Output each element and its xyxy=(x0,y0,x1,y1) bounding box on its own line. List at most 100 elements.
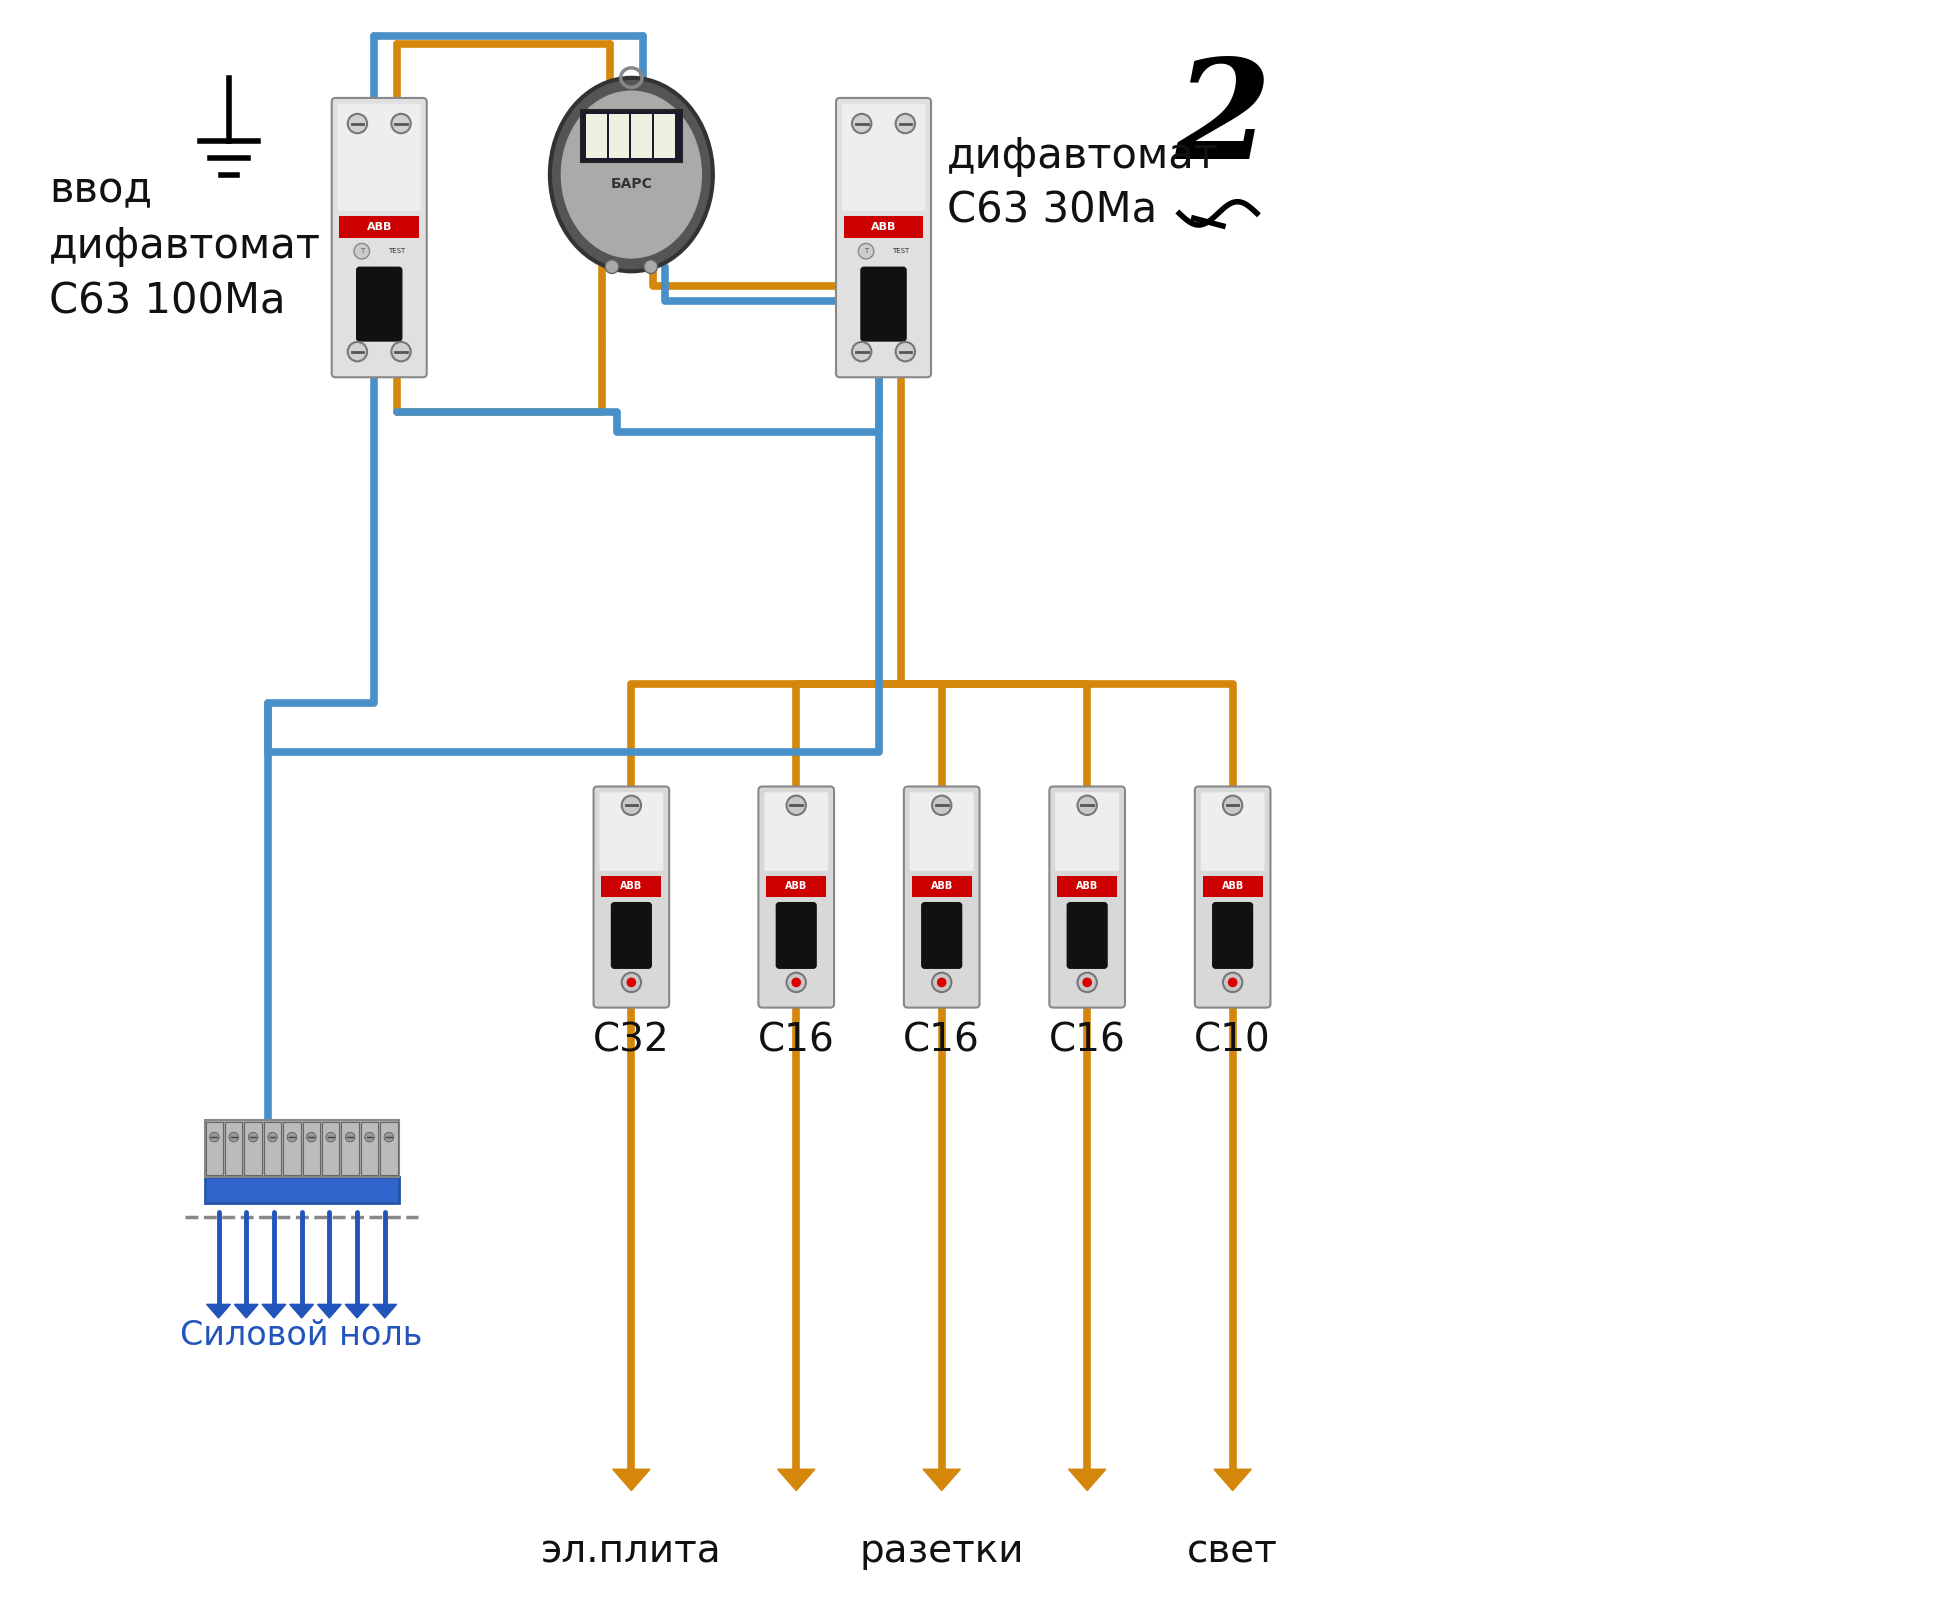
Circle shape xyxy=(392,114,411,133)
FancyBboxPatch shape xyxy=(1050,786,1124,1008)
Circle shape xyxy=(1222,973,1242,992)
FancyBboxPatch shape xyxy=(776,902,817,968)
Bar xyxy=(1203,876,1264,897)
Bar xyxy=(601,876,662,897)
Circle shape xyxy=(852,342,872,361)
Circle shape xyxy=(1081,977,1091,987)
Circle shape xyxy=(347,342,366,361)
Circle shape xyxy=(1228,977,1238,987)
Circle shape xyxy=(895,114,915,133)
Polygon shape xyxy=(345,1305,368,1318)
Bar xyxy=(380,1122,398,1175)
Text: T: T xyxy=(864,249,868,254)
Circle shape xyxy=(786,973,805,992)
Circle shape xyxy=(605,260,619,273)
Bar xyxy=(321,1122,339,1175)
Bar xyxy=(844,217,923,238)
Text: ввод
дифавтомат
С63 100Ма: ввод дифавтомат С63 100Ма xyxy=(49,170,321,323)
Text: С32: С32 xyxy=(594,1021,670,1059)
Circle shape xyxy=(229,1132,239,1143)
Circle shape xyxy=(852,114,872,133)
Circle shape xyxy=(325,1132,335,1143)
FancyBboxPatch shape xyxy=(594,786,670,1008)
Circle shape xyxy=(392,342,411,361)
Bar xyxy=(204,1176,398,1204)
FancyBboxPatch shape xyxy=(357,268,402,340)
Circle shape xyxy=(384,1132,394,1143)
Text: ABB: ABB xyxy=(872,221,895,231)
Polygon shape xyxy=(263,1305,286,1318)
Bar xyxy=(911,876,972,897)
Circle shape xyxy=(288,1132,298,1143)
Polygon shape xyxy=(317,1305,341,1318)
Circle shape xyxy=(1222,796,1242,815)
Circle shape xyxy=(249,1132,259,1143)
Text: T: T xyxy=(360,249,364,254)
Circle shape xyxy=(936,977,946,987)
Circle shape xyxy=(932,796,952,815)
Polygon shape xyxy=(1068,1469,1105,1491)
Circle shape xyxy=(858,244,874,258)
Text: TEST: TEST xyxy=(388,249,406,254)
Bar xyxy=(766,876,827,897)
Text: ABB: ABB xyxy=(931,881,952,891)
Polygon shape xyxy=(206,1305,231,1318)
Bar xyxy=(302,1122,319,1175)
FancyBboxPatch shape xyxy=(860,268,907,340)
Text: 2: 2 xyxy=(1175,55,1271,188)
Polygon shape xyxy=(613,1469,650,1491)
Bar xyxy=(284,1122,300,1175)
FancyBboxPatch shape xyxy=(1056,793,1119,872)
Text: С16: С16 xyxy=(903,1021,980,1059)
Bar xyxy=(264,1122,282,1175)
Circle shape xyxy=(932,973,952,992)
Bar xyxy=(204,1120,398,1176)
Text: БАРС: БАРС xyxy=(611,177,652,191)
FancyBboxPatch shape xyxy=(903,786,980,1008)
Circle shape xyxy=(621,796,641,815)
Ellipse shape xyxy=(560,90,703,260)
Circle shape xyxy=(1077,973,1097,992)
Bar xyxy=(631,114,652,157)
Bar xyxy=(1058,876,1117,897)
Circle shape xyxy=(1077,796,1097,815)
Text: ABB: ABB xyxy=(786,881,807,891)
Polygon shape xyxy=(1215,1469,1252,1491)
Bar xyxy=(582,111,682,162)
FancyBboxPatch shape xyxy=(1068,902,1107,968)
Bar xyxy=(360,1122,378,1175)
Text: свет: свет xyxy=(1187,1533,1277,1570)
Text: С10: С10 xyxy=(1195,1021,1271,1059)
Bar xyxy=(206,1122,223,1175)
Text: ABB: ABB xyxy=(621,881,643,891)
Polygon shape xyxy=(778,1469,815,1491)
FancyBboxPatch shape xyxy=(923,902,962,968)
FancyBboxPatch shape xyxy=(331,98,427,377)
Polygon shape xyxy=(290,1305,313,1318)
Text: TEST: TEST xyxy=(893,249,909,254)
FancyBboxPatch shape xyxy=(1201,793,1266,872)
FancyBboxPatch shape xyxy=(1195,786,1271,1008)
Circle shape xyxy=(345,1132,355,1143)
FancyBboxPatch shape xyxy=(836,98,931,377)
Circle shape xyxy=(645,260,658,273)
FancyBboxPatch shape xyxy=(599,793,664,872)
Circle shape xyxy=(621,973,641,992)
Polygon shape xyxy=(923,1469,960,1491)
Circle shape xyxy=(355,244,370,258)
Text: С16: С16 xyxy=(758,1021,835,1059)
Bar xyxy=(225,1122,243,1175)
Circle shape xyxy=(786,796,805,815)
Text: Силовой ноль: Силовой ноль xyxy=(180,1319,423,1351)
FancyBboxPatch shape xyxy=(758,786,835,1008)
Circle shape xyxy=(364,1132,374,1143)
Circle shape xyxy=(210,1132,219,1143)
Circle shape xyxy=(268,1132,278,1143)
Bar xyxy=(609,114,629,157)
Polygon shape xyxy=(372,1305,396,1318)
Ellipse shape xyxy=(550,77,713,271)
Text: С16: С16 xyxy=(1048,1021,1126,1059)
FancyBboxPatch shape xyxy=(337,104,421,210)
FancyBboxPatch shape xyxy=(764,793,829,872)
Circle shape xyxy=(895,342,915,361)
